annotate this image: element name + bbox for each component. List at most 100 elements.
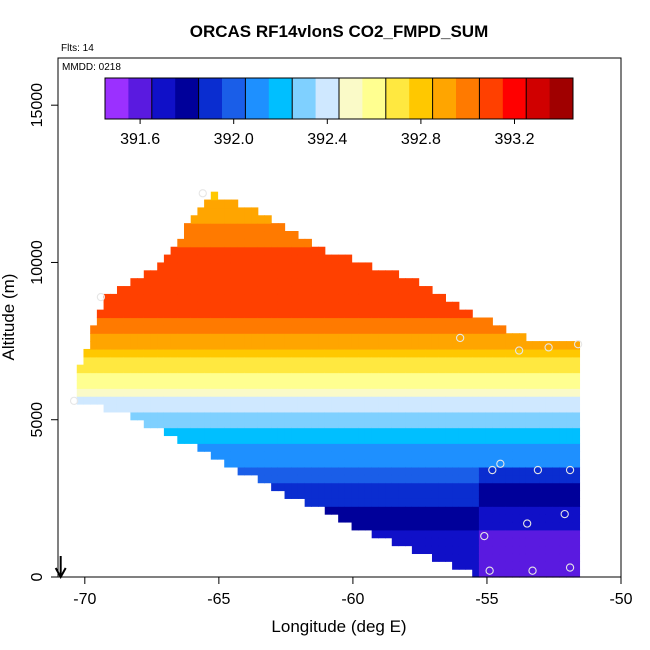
heatmap-cell bbox=[157, 356, 165, 366]
heatmap-cell bbox=[378, 514, 386, 523]
heatmap-cell bbox=[297, 278, 306, 287]
heatmap-cell bbox=[566, 521, 574, 531]
heatmap-cell bbox=[284, 419, 292, 429]
heatmap-cell bbox=[237, 231, 245, 240]
heatmap-cell bbox=[539, 348, 547, 358]
heatmap-cell bbox=[499, 569, 507, 578]
heatmap-cell bbox=[539, 506, 547, 515]
heatmap-cell bbox=[277, 443, 286, 452]
heatmap-cell bbox=[364, 301, 373, 311]
heatmap-cell bbox=[264, 435, 272, 444]
heatmap-cell bbox=[445, 498, 453, 507]
heatmap-cell bbox=[378, 356, 386, 366]
heatmap-cell bbox=[297, 443, 306, 452]
heatmap-cell bbox=[545, 356, 554, 366]
heatmap-cell bbox=[177, 364, 185, 374]
heatmap-cell bbox=[338, 364, 346, 374]
heatmap-cell bbox=[411, 364, 420, 374]
heatmap-cell bbox=[351, 521, 359, 531]
heatmap-cell bbox=[284, 435, 292, 444]
heatmap-cell bbox=[492, 427, 500, 437]
heatmap-cell bbox=[217, 231, 225, 240]
heatmap-cell bbox=[277, 466, 286, 476]
heatmap-cell bbox=[358, 301, 366, 311]
heatmap-cell bbox=[204, 348, 212, 358]
heatmap-cell bbox=[304, 341, 312, 350]
heatmap-cell bbox=[499, 427, 507, 437]
heatmap-cell bbox=[499, 514, 507, 523]
heatmap-cell bbox=[351, 419, 359, 429]
heatmap-cell bbox=[552, 529, 560, 539]
heatmap-cell bbox=[425, 435, 433, 444]
heatmap-cell bbox=[224, 215, 232, 224]
heatmap-cell bbox=[445, 341, 453, 350]
heatmap-cell bbox=[539, 396, 547, 405]
heatmap-cell bbox=[385, 459, 393, 468]
heatmap-cell bbox=[230, 246, 239, 256]
heatmap-cell bbox=[284, 333, 292, 342]
heatmap-cell bbox=[103, 372, 111, 382]
heatmap-cell bbox=[492, 419, 500, 429]
heatmap-cell bbox=[311, 254, 319, 264]
heatmap-cell bbox=[438, 411, 446, 421]
heatmap-cell bbox=[559, 404, 567, 413]
heatmap-cell bbox=[304, 490, 312, 499]
heatmap-cell bbox=[318, 309, 326, 319]
heatmap-cell bbox=[170, 286, 178, 295]
heatmap-cell bbox=[545, 427, 554, 437]
heatmap-cell bbox=[438, 490, 446, 499]
heatmap-cell bbox=[371, 325, 379, 334]
heatmap-cell bbox=[552, 474, 560, 484]
heatmap-cell bbox=[545, 474, 554, 484]
heatmap-cell bbox=[76, 372, 85, 382]
heatmap-cell bbox=[344, 427, 353, 437]
heatmap-cell bbox=[257, 380, 266, 389]
heatmap-cell bbox=[284, 231, 292, 240]
heatmap-cell bbox=[170, 325, 178, 334]
heatmap-cell bbox=[364, 404, 373, 413]
heatmap-cell bbox=[257, 466, 266, 476]
heatmap-cell bbox=[572, 498, 581, 507]
heatmap-cell bbox=[492, 443, 500, 452]
heatmap-cell bbox=[525, 380, 534, 389]
heatmap-cell bbox=[311, 317, 319, 326]
heatmap-cell bbox=[572, 443, 581, 452]
heatmap-cell bbox=[217, 278, 225, 287]
heatmap-cell bbox=[230, 427, 239, 437]
heatmap-cell bbox=[338, 498, 346, 507]
heatmap-cell bbox=[137, 411, 145, 421]
heatmap-cell bbox=[405, 498, 413, 507]
colorbar-tick-label: 393.2 bbox=[494, 131, 534, 148]
heatmap-cell bbox=[458, 529, 467, 539]
heatmap-cell bbox=[83, 348, 91, 358]
flight-point bbox=[480, 531, 489, 541]
heatmap-cell bbox=[204, 223, 212, 232]
heatmap-cell bbox=[324, 411, 333, 421]
heatmap-cell bbox=[123, 364, 131, 374]
heatmap-cell bbox=[230, 325, 239, 334]
heatmap-cell bbox=[452, 364, 460, 374]
heatmap-cell bbox=[499, 372, 507, 382]
heatmap-cell bbox=[572, 396, 581, 405]
heatmap-cell bbox=[378, 286, 386, 295]
heatmap-cell bbox=[351, 309, 359, 319]
heatmap-cell bbox=[237, 435, 245, 444]
heatmap-cell bbox=[425, 325, 433, 334]
heatmap-cell bbox=[291, 286, 299, 295]
heatmap-cell bbox=[318, 482, 326, 492]
heatmap-cell bbox=[143, 388, 152, 397]
heatmap-cell bbox=[391, 506, 400, 515]
heatmap-cell bbox=[452, 333, 460, 342]
heatmap-cell bbox=[405, 364, 413, 374]
heatmap-cell bbox=[572, 451, 581, 460]
heatmap-cell bbox=[465, 451, 473, 460]
heatmap-cell bbox=[438, 293, 446, 303]
heatmap-cell bbox=[324, 301, 333, 311]
heatmap-cell bbox=[431, 451, 440, 460]
heatmap-cell bbox=[170, 278, 178, 287]
heatmap-cell bbox=[190, 356, 199, 366]
heatmap-cell bbox=[190, 270, 199, 279]
heatmap-cell bbox=[452, 537, 460, 547]
heatmap-cell bbox=[311, 396, 319, 405]
heatmap-cell bbox=[318, 419, 326, 429]
